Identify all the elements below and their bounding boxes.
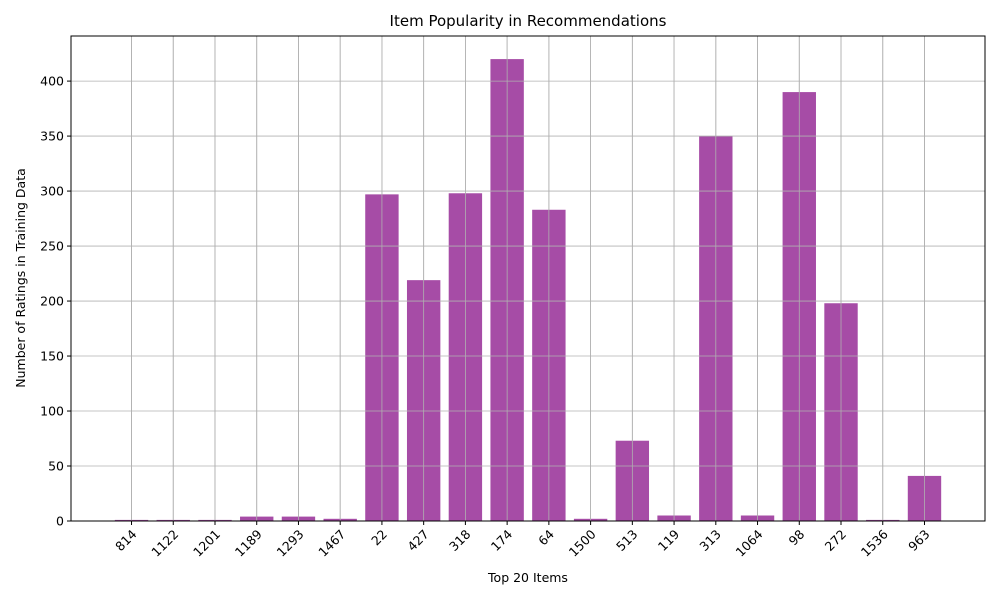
x-tick-label: 963 — [905, 527, 932, 554]
x-tick-label: 1467 — [315, 527, 348, 560]
y-tick-label: 350 — [40, 129, 64, 144]
y-tick-label: 0 — [56, 514, 64, 529]
x-tick-label: 98 — [786, 526, 808, 548]
x-tick-label: 272 — [822, 527, 849, 554]
x-tick-label: 1536 — [858, 526, 891, 559]
x-tick-label: 119 — [655, 526, 683, 554]
x-axis-label: Top 20 Items — [487, 570, 568, 585]
bars — [71, 36, 985, 522]
x-tick-label: 1293 — [273, 527, 306, 560]
x-tick-label: 427 — [404, 527, 431, 554]
chart-title: Item Popularity in Recommendations — [390, 12, 667, 30]
y-tick-label: 400 — [40, 74, 64, 89]
y-tick-label: 200 — [40, 294, 64, 309]
y-tick-label: 100 — [40, 404, 64, 419]
x-tick-label: 1201 — [190, 527, 223, 560]
y-tick-label: 300 — [40, 184, 64, 199]
x-tick-label: 22 — [368, 527, 390, 549]
x-tick-label: 64 — [535, 526, 557, 548]
y-axis-label: Number of Ratings in Training Data — [13, 168, 28, 388]
y-tick-label: 150 — [40, 349, 64, 364]
x-tick-label: 1189 — [232, 526, 265, 559]
x-tick-label: 814 — [112, 526, 140, 554]
x-tick-label: 174 — [488, 526, 516, 554]
plot-frame — [70, 35, 986, 522]
x-tick-label: 313 — [696, 527, 723, 554]
y-tick-label: 250 — [40, 239, 64, 254]
x-tick-label: 513 — [613, 527, 640, 554]
y-tick-label: 50 — [48, 459, 64, 474]
x-tick-label: 1064 — [733, 526, 766, 559]
x-tick-label: 318 — [446, 526, 474, 554]
x-tick-label: 1500 — [566, 526, 599, 559]
x-tick-label: 1122 — [148, 527, 181, 560]
